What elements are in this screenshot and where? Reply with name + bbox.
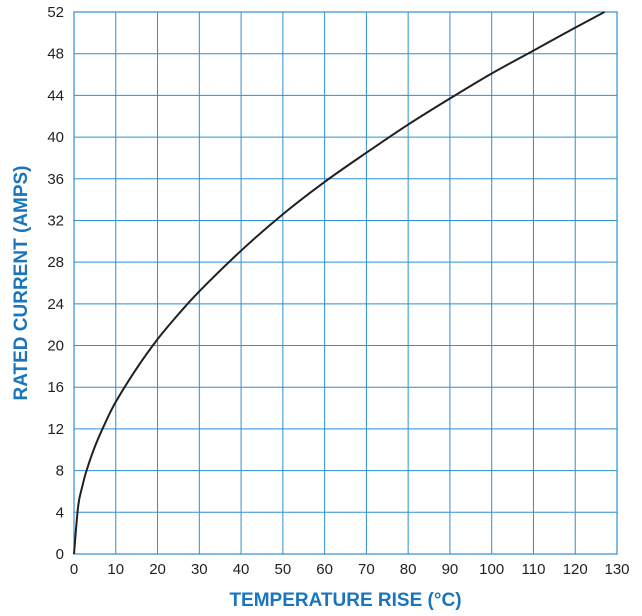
x-tick-label: 70	[358, 561, 375, 578]
x-tick-label: 20	[149, 561, 166, 578]
y-tick-label: 16	[47, 379, 64, 396]
x-tick-label: 120	[563, 561, 588, 578]
y-tick-label: 36	[47, 171, 64, 188]
y-tick-label: 44	[47, 87, 64, 104]
y-tick-label: 4	[56, 504, 64, 521]
y-tick-label: 28	[47, 254, 64, 271]
x-tick-label: 50	[275, 561, 292, 578]
y-tick-label: 8	[56, 463, 64, 480]
tick-labels: 0 10 20 30 40 50 60 70 80 90 100 110 120 130048121620…	[47, 4, 629, 578]
x-tick-label: 130	[604, 561, 629, 578]
x-axis-title: TEMPERATURE RISE (°C)	[229, 590, 461, 611]
x-tick-label: 100	[479, 561, 504, 578]
grid-lines	[73, 11, 618, 555]
x-tick-label: 80	[400, 561, 417, 578]
y-tick-label: 24	[47, 296, 64, 313]
x-tick-label: 40	[233, 561, 250, 578]
y-tick-label: 52	[47, 4, 64, 21]
y-tick-label: 12	[47, 421, 64, 438]
x-tick-label: 110	[522, 561, 546, 578]
y-tick-label: 48	[47, 46, 64, 63]
y-tick-label: 32	[47, 212, 64, 229]
x-tick-label: 0	[70, 561, 78, 578]
series-line	[73, 11, 605, 555]
y-tick-label: 20	[47, 338, 64, 355]
x-tick-label: 60	[316, 561, 333, 578]
y-tick-label: 0	[56, 546, 64, 563]
plot-frame	[73, 11, 618, 555]
y-tick-label: 40	[47, 129, 64, 146]
x-tick-label: 90	[442, 561, 459, 578]
y-axis-title: RATED CURRENT (AMPS)	[11, 165, 32, 400]
x-tick-label: 30	[191, 561, 208, 578]
x-tick-label: 10	[107, 561, 124, 578]
